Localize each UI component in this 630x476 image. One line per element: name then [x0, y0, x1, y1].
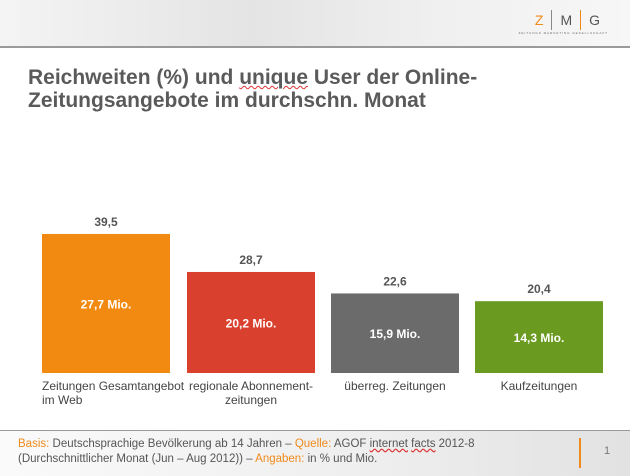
divider: [551, 10, 553, 30]
quelle-text: 2012-8: [435, 438, 475, 450]
bar: [331, 293, 459, 373]
title-part: unique: [239, 66, 309, 89]
bar: [187, 271, 315, 373]
bar-inner-label: 14,3 Mio.: [514, 331, 565, 345]
logo-z: Z: [534, 12, 544, 28]
title-part: User der Online-: [308, 66, 478, 89]
category-label: Kaufzeitungen: [501, 379, 578, 393]
logo-subtitle: ZEITUNGS MARKETING GESELLSCHAFT: [518, 31, 608, 35]
bar-inner-label: 27,7 Mio.: [81, 297, 132, 311]
basis-label: Basis:: [18, 438, 50, 450]
bar-inner-label: 20,2 Mio.: [226, 316, 277, 330]
angaben-text: in % und Mio.: [304, 453, 378, 465]
category-label: regionale Abonnement-: [189, 379, 313, 393]
divider: [580, 10, 582, 30]
bar: [475, 301, 603, 373]
divider: [579, 438, 581, 468]
page-number: 1: [604, 445, 611, 457]
quelle-label: Quelle:: [294, 438, 332, 450]
quelle-text: facts: [411, 438, 436, 450]
category-label: im Web: [42, 393, 83, 407]
zmg-logo: Z M G: [527, 10, 608, 30]
value-label: 20,4: [527, 282, 551, 296]
logo-g: G: [589, 12, 600, 28]
category-label: Zeitungen Gesamtangebot: [42, 379, 185, 393]
quelle-text: internet: [369, 438, 408, 450]
value-label: 28,7: [239, 253, 263, 267]
slide-title: Reichweiten (%) und unique User der Onli…: [28, 66, 477, 112]
category-label: zeitungen: [225, 393, 277, 407]
value-label: 22,6: [383, 274, 407, 288]
basis-text: Deutschsprachige Bevölkerung ab 14 Jahre…: [49, 438, 295, 450]
logo-m: M: [560, 12, 573, 28]
category-label: überreg. Zeitungen: [344, 379, 445, 393]
title-part: Reichweiten (%) und: [28, 66, 240, 89]
bar: [42, 233, 170, 373]
header-banner: Z M G ZEITUNGS MARKETING GESELLSCHAFT: [0, 0, 630, 48]
bar-inner-label: 15,9 Mio.: [370, 327, 421, 341]
angaben-label: Angaben:: [255, 453, 305, 465]
quelle-text: AGOF: [331, 438, 370, 450]
value-label: 39,5: [94, 215, 118, 229]
footer: Basis: Deutschsprachige Bevölkerung ab 1…: [0, 430, 630, 476]
title-part: Zeitungsangebote im durchschn. Monat: [28, 89, 426, 112]
footnote: Basis: Deutschsprachige Bevölkerung ab 1…: [18, 437, 474, 467]
period-text: (Durchschnittlicher Monat (Jun – Aug 201…: [18, 453, 256, 465]
